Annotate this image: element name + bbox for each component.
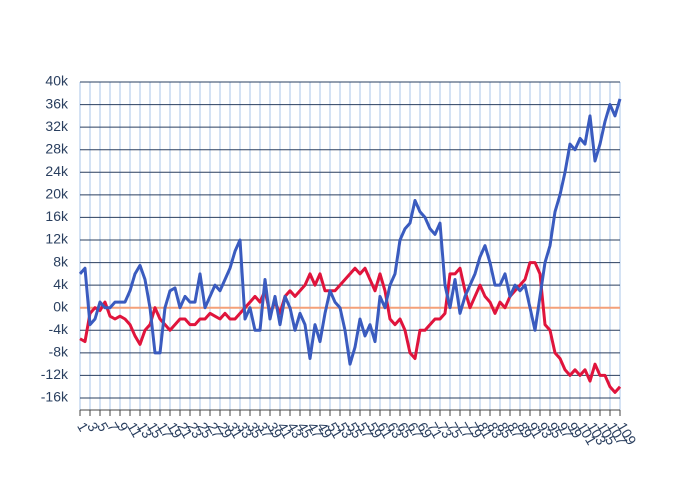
x-tick-label: 71 bbox=[424, 419, 446, 441]
y-tick-label: 12k bbox=[45, 231, 69, 247]
x-tick-label: 55 bbox=[344, 419, 366, 441]
x-tick-label: 65 bbox=[394, 419, 416, 441]
y-tick-label: 24k bbox=[45, 163, 69, 179]
x-tick-label: 11 bbox=[124, 419, 145, 440]
x-tick-label: 53 bbox=[334, 419, 356, 441]
x-tick-label: 85 bbox=[494, 419, 516, 441]
series-line bbox=[79, 261, 622, 394]
y-tick-label: 0k bbox=[53, 298, 69, 314]
x-tick-label: 43 bbox=[284, 419, 306, 441]
x-tick-label: 37 bbox=[254, 419, 276, 441]
x-tick-label: 63 bbox=[384, 419, 406, 441]
y-tick-label: 36k bbox=[45, 95, 69, 111]
x-tick-label: 95 bbox=[544, 419, 566, 441]
x-tick-label: 23 bbox=[184, 419, 206, 441]
series-line bbox=[78, 98, 622, 366]
x-tick-label: 73 bbox=[434, 419, 456, 441]
x-tick-label: 27 bbox=[204, 419, 226, 441]
x-tick-label: 33 bbox=[234, 419, 256, 441]
x-tick-label: 29 bbox=[214, 419, 236, 441]
x-tick-label: 49 bbox=[314, 419, 336, 441]
x-tick-label: 81 bbox=[474, 419, 496, 441]
x-tick-label: 25 bbox=[194, 419, 216, 441]
y-tick-label: 40k bbox=[45, 73, 69, 89]
x-tick-label: 15 bbox=[144, 419, 166, 441]
y-tick-label: -12k bbox=[41, 366, 69, 382]
y-tick-label: 20k bbox=[45, 186, 69, 202]
y-tick-label: 16k bbox=[45, 208, 69, 224]
x-tick-label: 97 bbox=[554, 419, 576, 441]
x-tick-label: 93 bbox=[534, 419, 556, 441]
x-tick-label: 59 bbox=[364, 419, 386, 441]
x-tick-label: 19 bbox=[164, 419, 186, 441]
y-tick-label: 8k bbox=[53, 253, 69, 269]
x-tick-label: 67 bbox=[404, 419, 426, 441]
y-tick-label: 32k bbox=[45, 118, 69, 134]
x-tick-label: 51 bbox=[324, 419, 346, 441]
x-tick-label: 45 bbox=[294, 419, 316, 441]
x-tick-label: 87 bbox=[504, 419, 526, 441]
x-tick-label: 79 bbox=[464, 419, 486, 441]
x-tick-label: 35 bbox=[244, 419, 266, 441]
y-tick-label: -16k bbox=[41, 389, 69, 405]
y-tick-label: 4k bbox=[53, 276, 69, 292]
x-tick-label: 57 bbox=[354, 419, 376, 441]
y-tick-label: 28k bbox=[45, 140, 69, 156]
x-tick-label: 91 bbox=[524, 419, 546, 441]
x-tick-label: 17 bbox=[154, 419, 176, 441]
x-tick-label: 69 bbox=[414, 419, 436, 441]
x-tick-label: 83 bbox=[484, 419, 506, 441]
x-tick-label: 39 bbox=[264, 419, 286, 441]
x-tick-label: 41 bbox=[274, 419, 296, 441]
x-tick-label: 89 bbox=[514, 419, 536, 441]
y-tick-label: -8k bbox=[49, 344, 69, 360]
x-tick-label: 75 bbox=[444, 419, 466, 441]
x-tick-label: 47 bbox=[304, 419, 326, 441]
x-tick-label: 31 bbox=[224, 419, 246, 441]
x-tick-label: 21 bbox=[174, 419, 196, 441]
y-tick-label: -4k bbox=[49, 321, 69, 337]
x-tick-label: 13 bbox=[134, 419, 156, 441]
x-tick-label: 99 bbox=[564, 419, 586, 441]
x-tick-label: 61 bbox=[374, 419, 396, 441]
x-tick-label: 77 bbox=[454, 419, 476, 441]
